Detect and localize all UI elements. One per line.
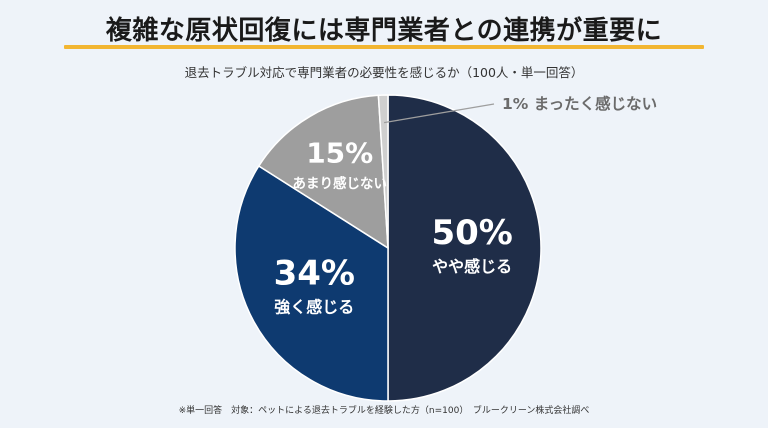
pie-slice-1	[234, 164, 389, 402]
slice-value-label-0: 50%	[431, 213, 512, 253]
slice-category-label-0: やや感じる	[432, 257, 512, 276]
chart-subtitle: 退去トラブル対応で専門業者の必要性を感じるか（100人・単一回答）	[184, 65, 584, 80]
pie-slices	[234, 94, 542, 402]
pie-slice-2	[257, 94, 389, 250]
pie-labels: 50% やや感じる 34% 強く感じる 15% あまり感じない 1% まったく感じない	[274, 94, 658, 317]
footer-note: ※単一回答 対象：ペットによる退去トラブルを経験した方（n=100） ブルークリ…	[178, 406, 590, 416]
page-title: 複雑な原状回復には専門業者との連携が重要に	[105, 16, 663, 46]
pie-slice-3	[377, 94, 389, 249]
slice-category-label-2: あまり感じない	[292, 175, 387, 192]
slice-value-label-1: 34%	[274, 254, 355, 294]
leader-line-slice-3	[383, 103, 495, 124]
title-underline	[64, 45, 704, 49]
slice-category-label-1: 強く感じる	[274, 298, 354, 317]
pie-slice-0	[387, 94, 542, 402]
slice-outside-label-3: 1% まったく感じない	[502, 94, 657, 113]
slice-value-label-2: 15%	[306, 136, 373, 169]
